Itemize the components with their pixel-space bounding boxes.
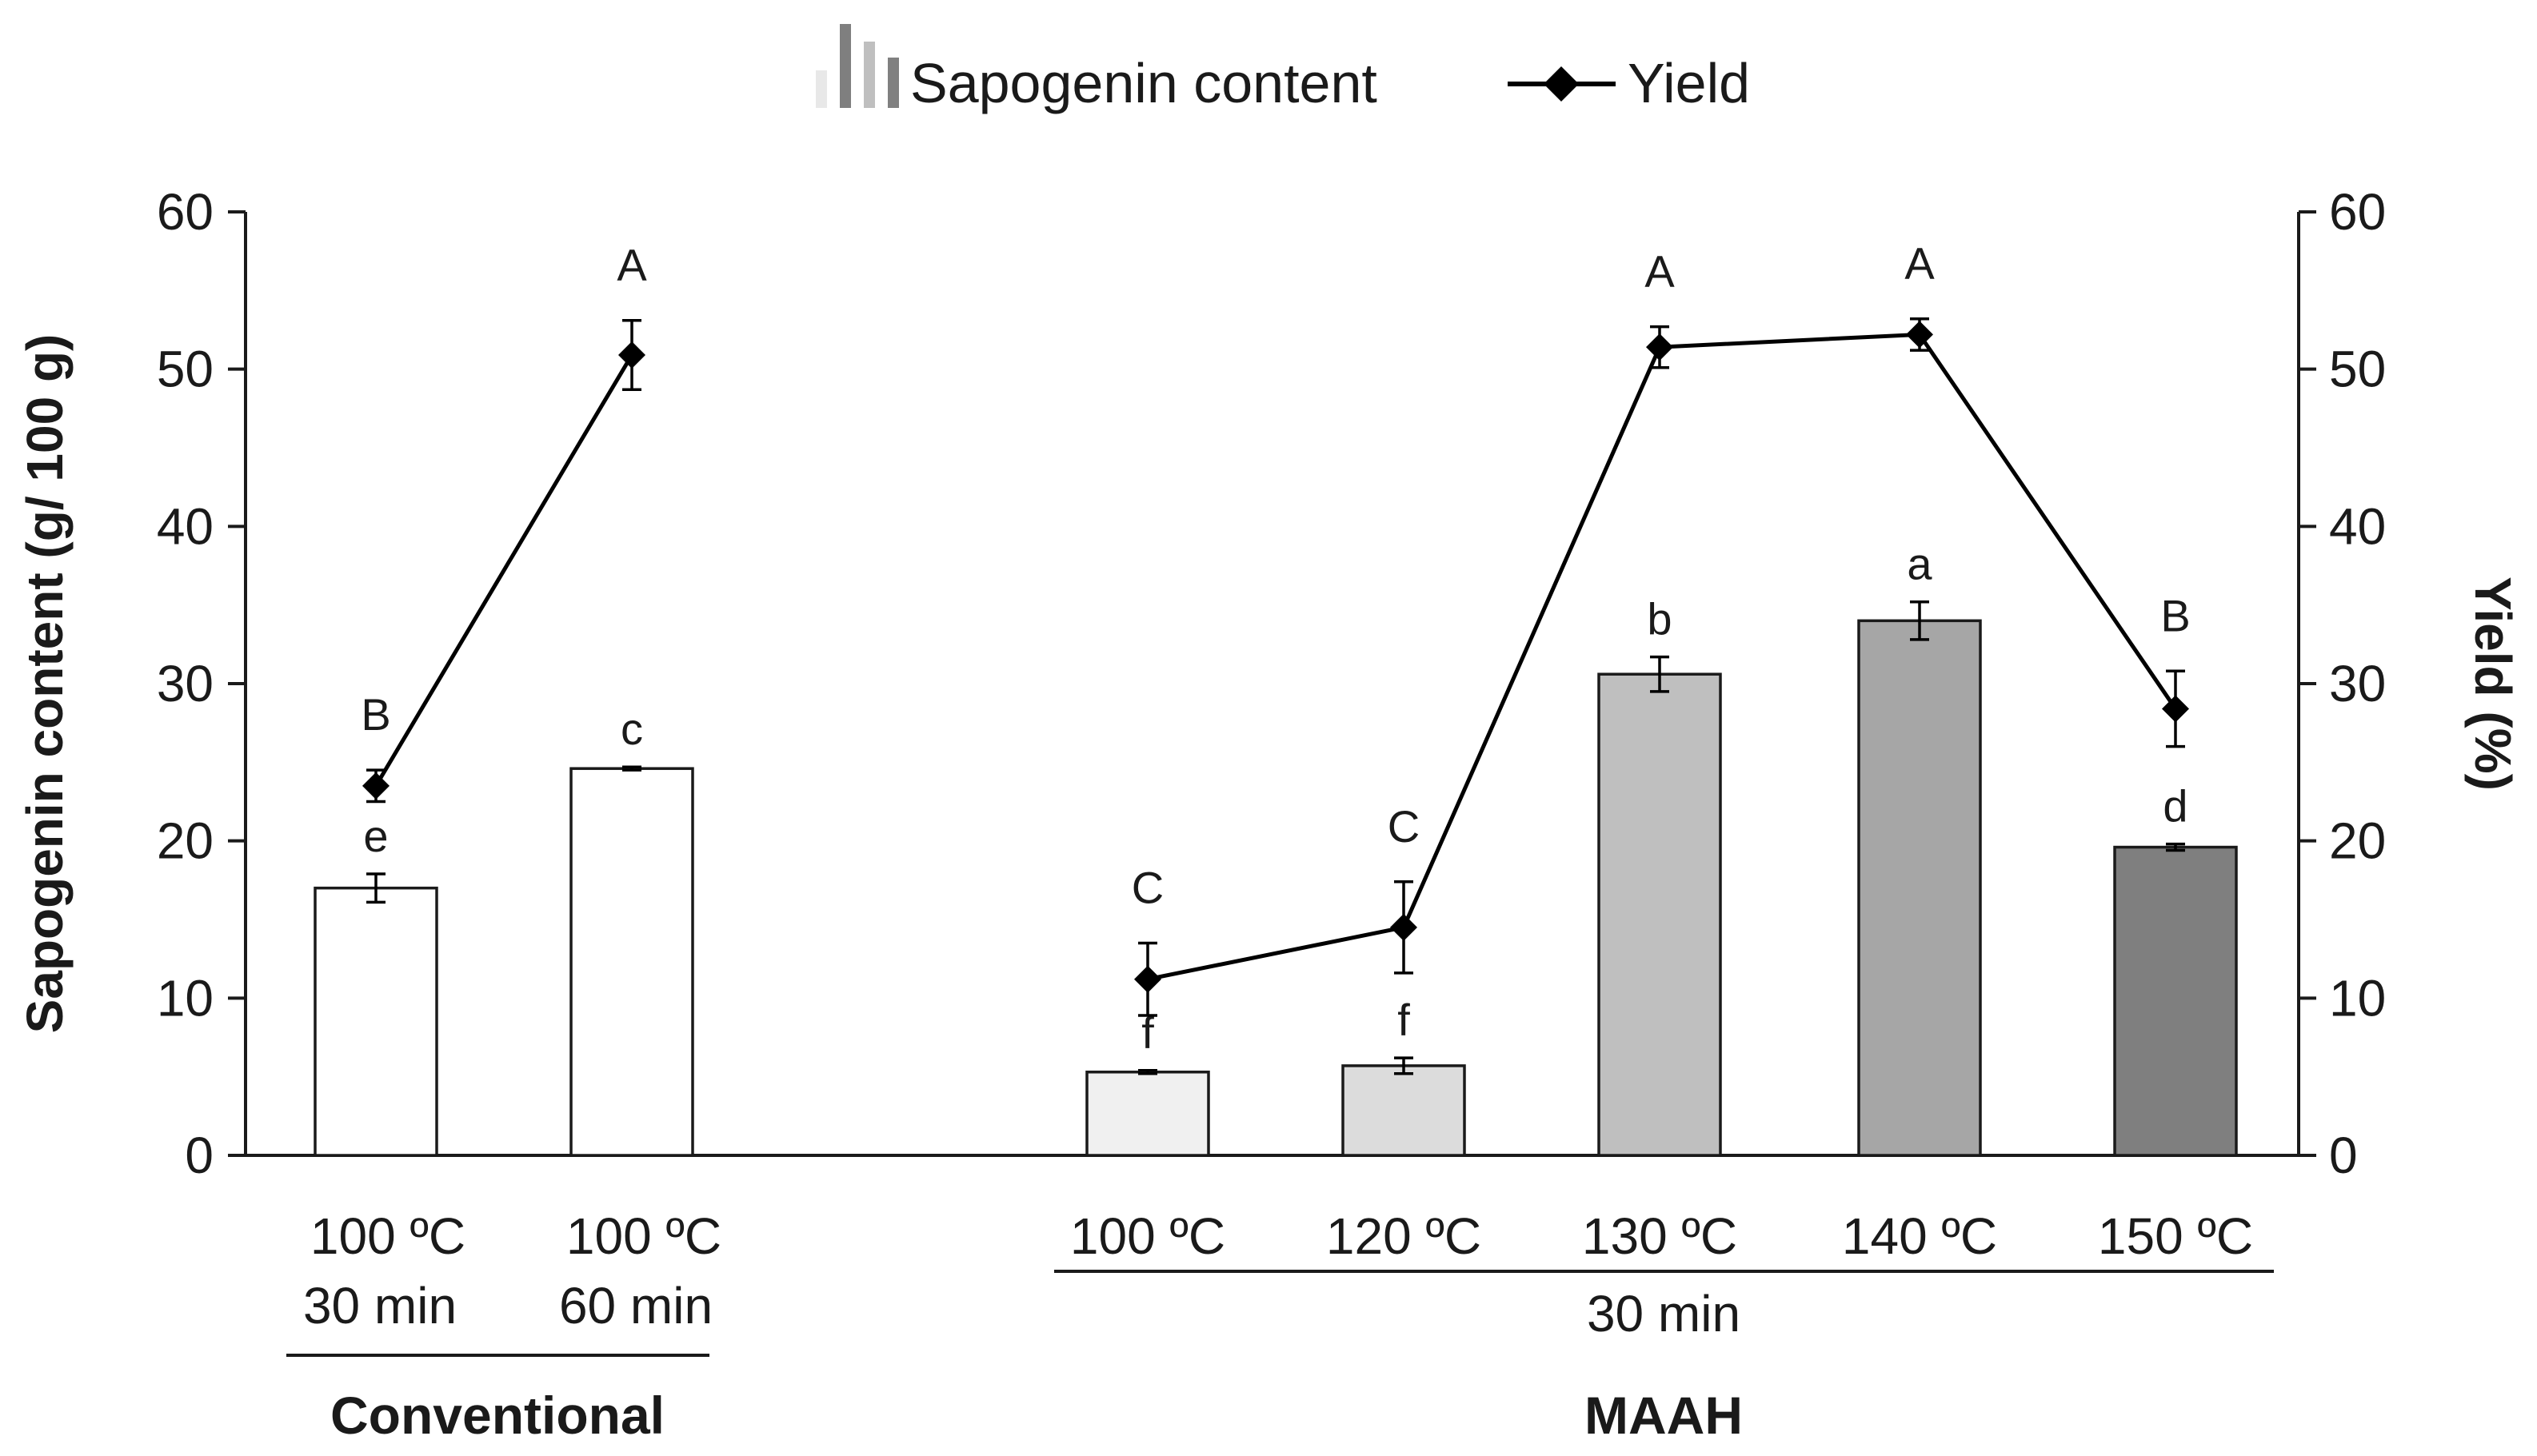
legend-label-yield: Yield	[1628, 52, 1750, 114]
yield-letter: A	[1904, 238, 1935, 289]
left-tick-label: 0	[185, 1127, 214, 1184]
bar-error	[366, 872, 386, 904]
bar-letter: f	[1141, 1007, 1154, 1058]
bar	[314, 886, 438, 1157]
yield-point	[1390, 913, 1417, 941]
category-sublabel: 30 min	[303, 1277, 457, 1334]
yield-letters: B A C C A A B	[361, 238, 2190, 913]
bar-error-bars	[366, 600, 2185, 1075]
category-label: 140 ºC	[1842, 1207, 1997, 1265]
group-label-conventional: Conventional	[330, 1386, 665, 1445]
bar-letter: a	[1907, 539, 1932, 589]
yield-letter: B	[361, 689, 390, 740]
yield-point	[1134, 965, 1161, 993]
bar-letter: c	[621, 704, 643, 754]
left-tick-label: 60	[157, 183, 214, 241]
right-tick-label: 40	[2329, 497, 2386, 555]
bar	[2113, 845, 2238, 1157]
right-axis-title: Yield (%)	[2464, 576, 2522, 791]
yield-series	[362, 317, 2189, 1017]
category-label: 100 ºC	[1070, 1207, 1225, 1265]
bar-error	[1138, 1069, 1157, 1075]
bar	[1085, 1071, 1210, 1157]
bar-letter: f	[1397, 995, 1410, 1045]
yield-letter: A	[1644, 246, 1675, 297]
category-label: 120 ºC	[1326, 1207, 1481, 1265]
bar	[569, 767, 694, 1157]
bar-letter: b	[1647, 594, 1672, 644]
yield-letter: B	[2160, 590, 2190, 640]
category-labels: 100 ºC 30 min 100 ºC 60 min 100 ºC 120 ºC 130 …	[303, 1207, 2253, 1334]
bar-letter: d	[2163, 781, 2187, 832]
bar-error	[622, 765, 641, 772]
left-tick-label: 40	[157, 497, 214, 555]
left-tick-label: 20	[157, 812, 214, 870]
legend-label-sapogenin: Sapogenin content	[910, 52, 1377, 114]
left-axis-ticks: 0 10 20 30 40 50 60	[157, 183, 246, 1184]
left-tick-label: 50	[157, 341, 214, 398]
bar-error	[2166, 842, 2185, 852]
bar-error	[1650, 655, 1669, 693]
yield-letter: C	[1132, 863, 1164, 913]
yield-point	[1906, 321, 1933, 349]
legend-bar-swatch	[816, 24, 899, 108]
yield-line-conventional	[374, 353, 634, 788]
yield-letter: C	[1388, 801, 1420, 852]
category-label: 150 ºC	[2098, 1207, 2253, 1265]
category-sublabel: 60 min	[559, 1277, 713, 1334]
bar-letters: e c f f b a d	[363, 539, 2187, 1058]
bar-error	[1394, 1056, 1413, 1075]
bar	[1597, 672, 1722, 1157]
category-label: 100 ºC	[310, 1207, 465, 1265]
right-tick-label: 0	[2329, 1127, 2358, 1184]
legend: Sapogenin content Yield	[816, 24, 1750, 114]
right-axis-ticks: 0 10 20 30 40 50 60	[2299, 183, 2386, 1184]
left-tick-label: 10	[157, 969, 214, 1027]
bar	[1857, 619, 1982, 1157]
yield-point	[2162, 695, 2189, 723]
right-tick-label: 10	[2329, 969, 2386, 1027]
left-axis-title: Sapogenin content (g/ 100 g)	[16, 334, 74, 1034]
bar	[1341, 1064, 1466, 1157]
right-tick-label: 20	[2329, 812, 2386, 870]
legend-line-swatch	[1508, 66, 1616, 102]
right-tick-label: 30	[2329, 655, 2386, 712]
left-tick-label: 30	[157, 655, 214, 712]
bar-error	[1910, 600, 1929, 641]
category-label: 100 ºC	[566, 1207, 721, 1265]
group-label-maah: MAAH	[1584, 1386, 1743, 1445]
yield-point	[362, 772, 390, 800]
yield-letter: A	[617, 240, 647, 290]
bar-letter: e	[363, 811, 388, 861]
group-sublabel-maah: 30 min	[1587, 1285, 1740, 1342]
right-tick-label: 60	[2329, 183, 2386, 241]
bars	[314, 619, 2238, 1157]
right-tick-label: 50	[2329, 341, 2386, 398]
yield-point	[1646, 333, 1673, 361]
yield-point	[618, 341, 645, 369]
category-label: 130 ºC	[1582, 1207, 1737, 1265]
